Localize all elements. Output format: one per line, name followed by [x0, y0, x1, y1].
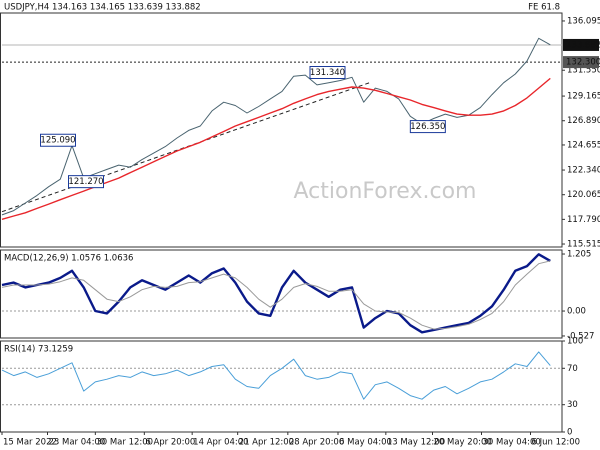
- x-tick-label: 6 May 04:00: [339, 438, 392, 448]
- x-tick-label: 21 Apr 12:00: [239, 438, 294, 448]
- panel-title: MACD(12,26,9) 1.0576 1.0636: [4, 254, 133, 264]
- series-line: [1, 37, 551, 216]
- series-line: [1, 253, 551, 334]
- panel-title: RSI(14) 73.1259: [4, 345, 73, 355]
- x-tick-label: 15 Mar 2022: [3, 438, 57, 448]
- y-tick-label: 120.065: [567, 190, 600, 200]
- y-tick-label: 30: [567, 400, 578, 410]
- y-tick-label: 117.790: [567, 215, 600, 225]
- price-tag-label: 133.882: [566, 40, 600, 50]
- y-tick-label: 131.550: [567, 66, 600, 76]
- y-tick-label: 115.515: [567, 240, 600, 250]
- series-line: [1, 351, 551, 400]
- y-tick-label: 0: [567, 428, 572, 438]
- y-tick-label: 1.205: [567, 250, 591, 260]
- fe-label: FE 61.8: [528, 3, 560, 13]
- x-tick-label: 6 Jun 12:00: [532, 438, 581, 448]
- price-tag: [563, 38, 599, 51]
- panel-title: USDJPY,H4 134.163 134.165 133.639 133.88…: [4, 3, 201, 13]
- x-tick-label: 20 May 20:00: [434, 438, 492, 448]
- annotation-label: 125.090: [40, 136, 75, 146]
- annotation-box: [68, 175, 104, 189]
- y-tick-label: 129.165: [567, 92, 600, 102]
- annotation-box: [309, 66, 346, 80]
- y-tick-label: 100: [567, 337, 583, 347]
- panel-frame: [0, 12, 563, 248]
- annotation-box: [409, 120, 446, 134]
- y-tick-label: 124.655: [567, 140, 600, 150]
- panel-frame: [0, 340, 563, 433]
- x-tick-label: 14 Apr 04:00: [193, 438, 248, 448]
- x-tick-label: 30 May 04:00: [483, 438, 541, 448]
- series-line: [1, 260, 551, 330]
- annotation-label: 126.350: [410, 122, 445, 132]
- x-tick-label: 30 Mar 12:00: [96, 438, 153, 448]
- y-tick-label: 70: [567, 364, 578, 374]
- x-tick-label: 23 Mar 04:00: [49, 438, 106, 448]
- y-tick-label: 126.890: [567, 116, 600, 126]
- watermark: ActionForex.com: [294, 179, 477, 204]
- y-tick-label: 0.00: [567, 307, 586, 317]
- annotation-label: 131.340: [310, 68, 345, 78]
- price-tag-label: 132.300: [566, 58, 600, 68]
- price-tag: [563, 56, 599, 69]
- annotation-box: [40, 133, 76, 147]
- y-tick-label: 136.095: [567, 16, 600, 26]
- x-tick-label: 28 Apr 20:00: [289, 438, 344, 448]
- annotation-label: 121.270: [68, 177, 103, 187]
- y-tick-label: -0.527: [567, 331, 594, 341]
- x-tick-label: 13 May 12:00: [387, 438, 445, 448]
- panel-frame: [0, 249, 563, 339]
- x-tick-label: 6 Apr 20:00: [145, 438, 195, 448]
- y-tick-label: 122.340: [567, 166, 600, 176]
- trend-line: [1, 82, 370, 213]
